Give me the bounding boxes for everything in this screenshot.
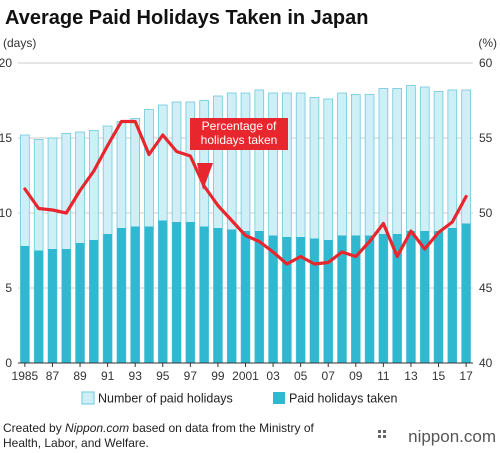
legend-swatch-total (81, 391, 95, 405)
right-tick-label: 45 (479, 281, 493, 295)
bar-taken (378, 234, 388, 363)
bar-taken (89, 240, 99, 363)
brand-grid-icon (378, 430, 386, 438)
bar-taken (254, 231, 264, 363)
bar-taken (185, 222, 195, 363)
x-tick-label: 93 (129, 369, 143, 383)
x-axis-ticks: 1985 87 89 91 93 95 97 99 2001 03 05 07 09 11 13 15 17 (12, 363, 473, 383)
bar-taken (392, 234, 402, 363)
legend: Number of paid holidays Paid holidays ta… (81, 391, 397, 406)
bar-taken (130, 226, 140, 363)
bar-taken (268, 235, 278, 363)
left-tick-label: 0 (5, 356, 12, 370)
bar-taken (227, 229, 237, 363)
bar-taken (447, 228, 457, 363)
left-tick-label: 10 (0, 206, 12, 220)
right-tick-label: 60 (479, 56, 493, 70)
bar-taken (20, 246, 30, 363)
bar-taken (365, 235, 375, 363)
left-tick-label: 15 (0, 131, 12, 145)
legend-swatch-taken (273, 392, 285, 404)
x-tick-label: 09 (349, 369, 363, 383)
brand-logo: nippon.com (378, 427, 496, 446)
left-axis-ticks: 0 5 10 15 20 (0, 56, 12, 370)
series-line-percentage (23, 119, 468, 266)
annotation-callout: Percentage of holidays taken (190, 118, 288, 190)
bar-taken (461, 223, 471, 363)
right-axis-unit: (%) (478, 36, 497, 50)
bars-paid-holidays-taken (20, 220, 471, 363)
x-tick-label: 95 (156, 369, 170, 383)
x-tick-label: 1985 (12, 369, 39, 383)
x-tick-label: 15 (432, 369, 446, 383)
x-tick-label: 99 (211, 369, 225, 383)
bar-taken (434, 231, 443, 363)
legend-label-taken: Paid holidays taken (289, 392, 397, 406)
x-tick-label: 87 (46, 369, 60, 383)
left-axis-unit: (days) (3, 36, 36, 50)
bar-taken (323, 240, 333, 363)
right-tick-label: 55 (479, 131, 493, 145)
bar-taken (103, 234, 113, 363)
bar-taken (420, 231, 430, 363)
x-tick-label: 07 (322, 369, 336, 383)
chart-title: Average Paid Holidays Taken in Japan (5, 7, 368, 29)
right-tick-label: 40 (479, 356, 493, 370)
bar-taken (34, 250, 44, 363)
bar-taken (337, 235, 347, 363)
brand-name: nippon.com (408, 427, 496, 446)
left-tick-label: 20 (0, 56, 12, 70)
x-tick-label: 05 (294, 369, 308, 383)
annotation-box (190, 118, 288, 150)
right-axis-ticks: 40 45 50 55 60 (479, 56, 493, 370)
bar-taken (75, 243, 85, 363)
bar-taken (351, 235, 361, 363)
bar-taken (48, 249, 57, 363)
bar-taken (406, 231, 416, 363)
bar-taken (61, 249, 71, 363)
bar-taken (282, 237, 292, 363)
x-tick-label: 03 (266, 369, 280, 383)
bar-taken (199, 226, 209, 363)
bar-taken (241, 231, 250, 363)
left-tick-label: 5 (5, 281, 12, 295)
x-tick-label: 2001 (232, 369, 259, 383)
bar-taken (296, 237, 306, 363)
annotation-text: Percentage of holidays taken (201, 119, 278, 147)
bar-taken (158, 220, 168, 363)
credit-line-2: Health, Labor, and Welfare. (3, 436, 149, 450)
credit-line-1: Created by Nippon.com based on data from… (3, 421, 315, 435)
x-tick-label: 11 (377, 369, 390, 383)
bar-taken (144, 226, 154, 363)
right-tick-label: 50 (479, 206, 493, 220)
bar-taken (310, 238, 319, 363)
x-tick-label: 17 (459, 369, 473, 383)
x-tick-label: 89 (73, 369, 87, 383)
x-tick-label: 97 (184, 369, 198, 383)
x-tick-label: 91 (101, 369, 115, 383)
bar-taken (172, 222, 181, 363)
legend-label-total: Number of paid holidays (98, 392, 233, 406)
line-percentage-taken (23, 119, 468, 266)
bar-taken (213, 228, 223, 363)
bar-taken (116, 228, 126, 363)
x-tick-label: 13 (404, 369, 418, 383)
annotation-pointer (197, 163, 213, 190)
